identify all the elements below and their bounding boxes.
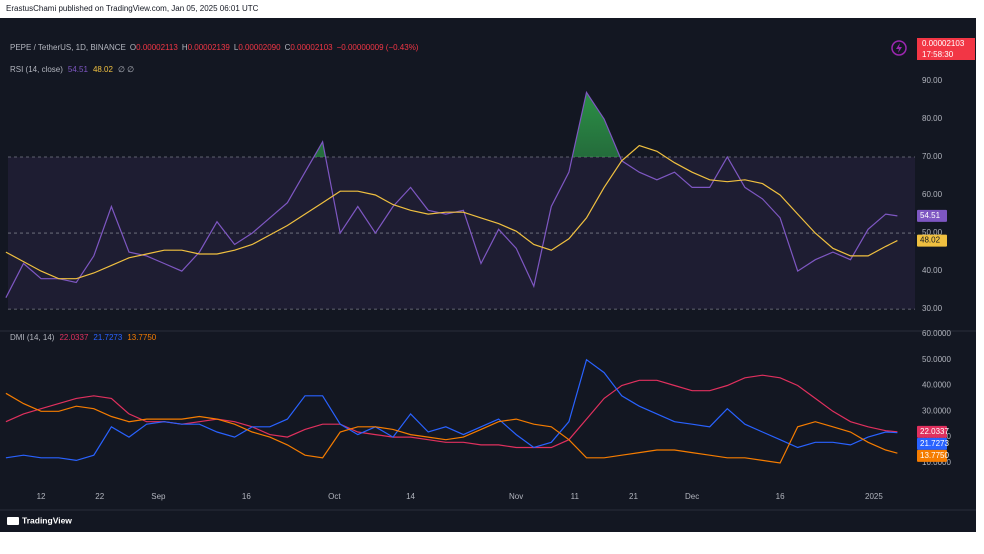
ohlc-value: 0.00002113 [136,43,178,52]
indicator-title: RSI (14, close) [10,65,63,74]
x-tick-label: Sep [151,492,166,501]
x-tick-label: 11 [571,492,580,501]
last-price: 0.00002103 [922,39,965,48]
last-value-label: 54.51 [920,211,941,220]
series-line [5,358,898,462]
ohlc-label: H [182,43,188,52]
legend-suffix: ∅ ∅ [118,65,134,74]
y-tick-label: 30.0000 [922,406,951,415]
x-tick-label: Nov [509,492,523,501]
ohlc-value: 0.00002103 [290,43,333,52]
x-tick-label: 16 [242,492,251,501]
y-tick-label: 60.0000 [922,329,951,338]
series-line [5,374,898,449]
x-tick-label: 12 [37,492,46,501]
x-tick-label: 21 [629,492,638,501]
legend-value: 48.02 [93,65,114,74]
x-tick-label: 22 [95,492,104,501]
y-tick-label: 80.00 [922,114,943,123]
series-line [5,392,898,464]
last-value-box [917,449,947,462]
indicator-title: DMI (14, 14) [10,333,55,342]
y-tick-label: 70.00 [922,152,943,161]
last-value-label: 48.02 [920,236,941,245]
indicator-legend: RSI (14, close) 54.51 48.02 ∅ ∅ [10,65,134,74]
x-tick-label: Dec [685,492,699,501]
y-tick-label: 40.0000 [922,381,951,390]
x-tick-label: 2025 [865,492,883,501]
ohlc-label: C [285,43,291,52]
last-value-label: 22.0337 [920,427,949,436]
y-tick-label: 90.00 [922,76,943,85]
chart-bg [0,18,976,532]
y-tick-label: 40.00 [922,266,943,275]
bar-countdown: 17:58:30 [922,50,954,59]
x-tick-label: Oct [328,492,341,501]
last-value-box [917,425,947,438]
publish-header: ErastusChami published on TradingView.co… [6,4,259,13]
last-value-label: 21.7273 [920,439,949,448]
series-line [5,144,898,280]
legend-value: 13.7750 [127,333,156,342]
ohlc-label: L [234,43,239,52]
symbol: PEPE / TetherUS, 1D, BINANCE [10,43,126,52]
y-tick-label: 60.00 [922,190,943,199]
ohlc-label: O [130,43,136,52]
x-tick-label: 16 [776,492,785,501]
legend-value: 22.0337 [59,333,88,342]
tv-logo [7,517,19,525]
brand: TradingView [22,515,72,525]
last-value-box [917,437,947,450]
ohlc-value: 0.00002139 [188,43,231,52]
last-value-label: 13.7750 [920,451,949,460]
change: −0.00000009 (−0.43%) [337,43,419,52]
price-tag [917,38,975,60]
y-tick-label: 10.0000 [922,458,951,467]
legend-value: 21.7273 [93,333,122,342]
last-value-box [917,234,947,247]
symbol-legend: PEPE / TetherUS, 1D, BINANCE O0.00002113 H… [10,43,419,52]
legend-value: 54.51 [68,65,89,74]
ohlc-value: 0.00002090 [238,43,281,52]
y-tick-label: 50.00 [922,228,943,237]
y-tick-label: 30.00 [922,304,943,313]
alert-bolt [896,43,902,53]
alert-icon[interactable] [891,40,907,56]
x-tick-label: 14 [406,492,415,501]
y-tick-label: 50.0000 [922,355,951,364]
indicator-legend: DMI (14, 14) 22.0337 21.7273 13.7750 [10,333,157,342]
last-value-box [917,209,947,222]
